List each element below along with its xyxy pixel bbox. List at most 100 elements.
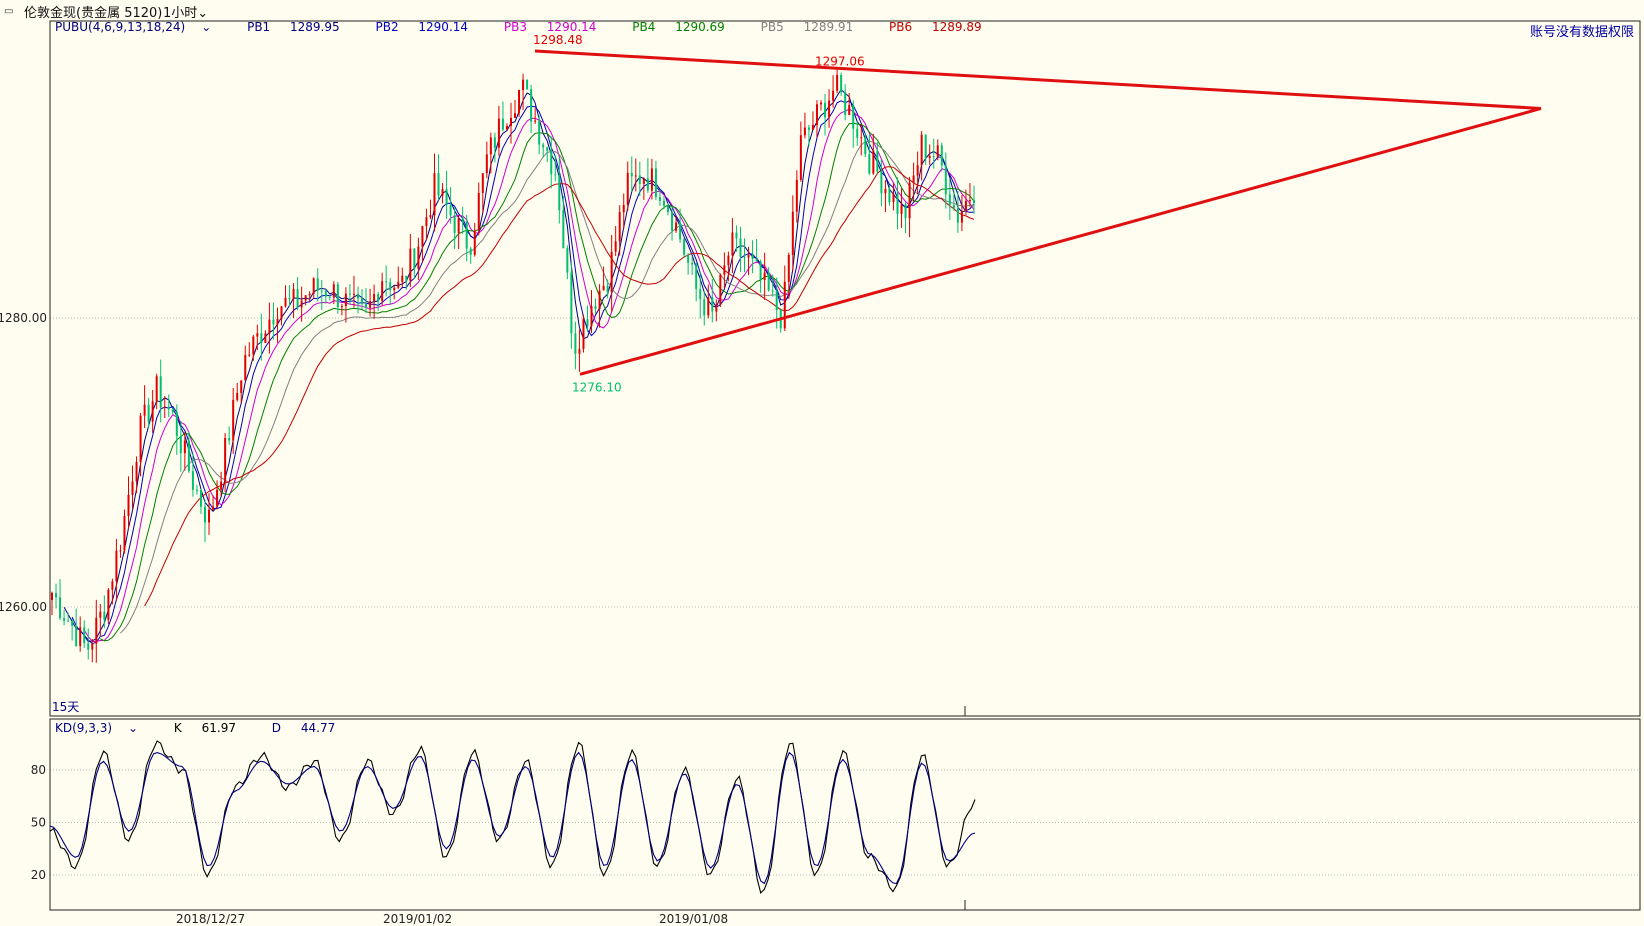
candle-body (526, 79, 529, 90)
candle-body (594, 306, 597, 309)
candle-body (131, 481, 134, 495)
candle-body (578, 348, 581, 354)
candle-body (417, 246, 420, 269)
price-annotations: 1298.48 1297.06 1276.10 15天 (52, 33, 865, 714)
moving-average-lines (63, 88, 975, 645)
candle-body (840, 74, 843, 93)
candle-body (71, 621, 74, 626)
candle-body (546, 147, 549, 151)
candle-body (433, 173, 436, 216)
candle-body (803, 127, 806, 136)
ma-line-2 (71, 100, 975, 645)
candle-body (856, 128, 859, 138)
lower-trendline (579, 107, 1542, 376)
candle-body (719, 274, 722, 305)
candle-body (598, 290, 601, 309)
chevron-down-icon: ⌄ (197, 6, 209, 21)
candle-body (143, 404, 146, 416)
price-annotation: 1297.06 (815, 54, 865, 68)
candle-body (485, 154, 488, 174)
chevron-down-icon: ⌄ (128, 721, 139, 735)
kd-k-value: K 61.97 (173, 721, 236, 735)
candle-body (344, 293, 347, 306)
candle-body (518, 90, 521, 114)
candle-body (361, 298, 364, 304)
candle-body (900, 204, 903, 214)
candle-body (590, 306, 593, 327)
candle-body (759, 261, 762, 280)
candle-body (191, 471, 194, 490)
candle-body (493, 137, 496, 148)
candle-body (413, 248, 416, 269)
candle-body (288, 297, 291, 299)
candle-body (203, 506, 206, 523)
kd-indicator-label[interactable]: KD(9,3,3) ⌄ (55, 721, 139, 735)
candle-body (127, 494, 130, 517)
legend-indicator[interactable]: PUBU(4,6,9,13,18,24) ⌄ (55, 20, 212, 34)
ma-legend: PUBU(4,6,9,13,18,24) ⌄ PB1 1289.95 PB2 12… (55, 20, 1014, 34)
ma-line-5 (120, 140, 975, 634)
candle-body (828, 100, 831, 118)
candle-body (884, 188, 887, 194)
candle-body (509, 117, 512, 126)
candle-body (566, 248, 569, 273)
candle-body (212, 506, 215, 510)
candle-body (896, 193, 899, 214)
chart-titlebar: ▭ 伦敦金现(贵金属 5120) 1小时⌄ (0, 0, 1644, 21)
price-annotation: 1276.10 (572, 380, 622, 394)
y-tick-label: 1260.00 (0, 600, 47, 614)
candle-body (876, 150, 879, 172)
candle-body (171, 409, 174, 413)
restore-icon[interactable]: ▭ (4, 6, 14, 17)
legend-pb4: PB4 1290.69 (632, 20, 725, 34)
candle-body (473, 230, 476, 255)
candle-body (860, 137, 863, 139)
candle-body (457, 218, 460, 233)
candle-body (610, 251, 613, 293)
candle-body (397, 281, 400, 288)
candle-body (389, 282, 392, 291)
candle-body (296, 289, 299, 308)
candle-body (135, 462, 138, 482)
candle-body (111, 581, 114, 590)
candle-body (75, 625, 78, 647)
candle-body (703, 299, 706, 316)
kd-y-tick-label: 80 (31, 763, 46, 777)
candle-body (522, 79, 525, 91)
candle-body (771, 290, 774, 292)
candle-body (924, 134, 927, 159)
candle-body (252, 336, 255, 355)
candle-body (461, 218, 464, 222)
triangle-trendlines[interactable] (534, 49, 1542, 376)
candle-body (79, 627, 82, 647)
candle-body (973, 200, 975, 203)
candle-body (216, 489, 219, 507)
candle-body (437, 173, 440, 196)
candle-body (453, 215, 456, 233)
kd-y-tick-label: 20 (31, 868, 46, 882)
candle-body (638, 175, 641, 184)
candle-body (429, 215, 432, 218)
legend-pb1: PB1 1289.95 (247, 20, 340, 34)
candle-body (393, 287, 396, 291)
candle-body (844, 92, 847, 115)
candle-body (646, 178, 649, 191)
period-dropdown[interactable]: 1小时⌄ (163, 2, 208, 21)
y-axis: 1260.00 1280.00 20 50 80 (0, 311, 47, 882)
candle-body (538, 120, 541, 145)
candle-body (304, 295, 307, 301)
candle-body (630, 172, 633, 177)
candle-body (421, 226, 424, 247)
candle-body (574, 333, 577, 354)
upper-trendline (534, 49, 1542, 110)
main-panel-border (49, 20, 1641, 717)
candle-body (755, 258, 758, 262)
candle-body (735, 232, 738, 239)
candle-body (280, 306, 283, 320)
candle-body (542, 144, 545, 148)
candle-body (715, 304, 718, 312)
candle-body (687, 254, 690, 263)
candle-body (791, 211, 794, 255)
candle-body (872, 150, 875, 174)
